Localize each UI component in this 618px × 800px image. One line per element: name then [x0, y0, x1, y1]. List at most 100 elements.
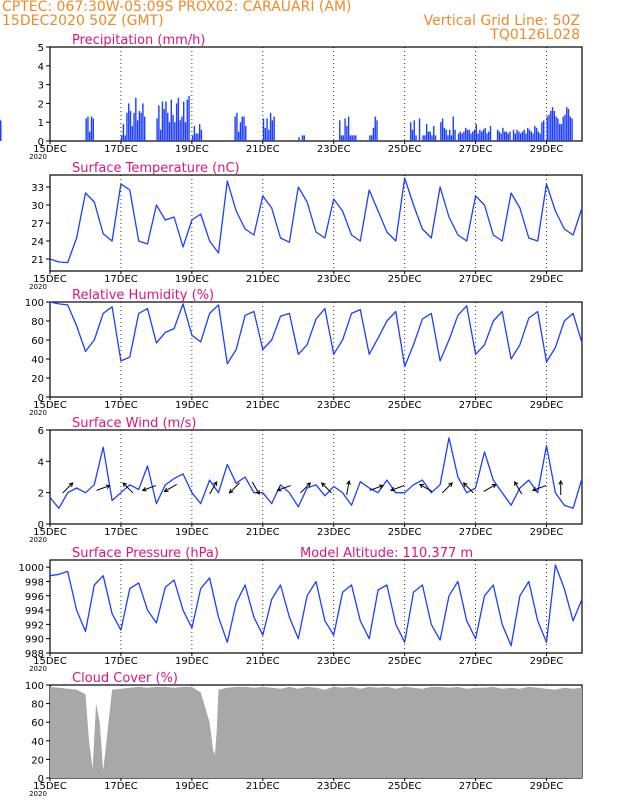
precip-bar [120, 135, 123, 141]
precip-bar [236, 112, 238, 141]
wind-arrow-head [346, 480, 351, 486]
y-tick-label: 998 [25, 577, 44, 588]
x-tick-label: 21DEC [246, 144, 280, 155]
precip-bar [92, 118, 94, 141]
precip-bar [422, 135, 424, 141]
panel-frame [49, 559, 583, 654]
wind-arrow-head [306, 482, 312, 487]
precip-bar [264, 127, 266, 141]
y-tick-label: 5 [38, 43, 44, 54]
y-tick-label: 21 [31, 255, 44, 266]
precip-bar [186, 99, 188, 141]
y-tick-label: 0 [38, 137, 44, 148]
wind-arrow-head [212, 481, 218, 486]
panel-frame [49, 429, 583, 525]
precip-bar [514, 133, 517, 141]
precip-bar [434, 135, 437, 141]
series-line [49, 301, 583, 368]
precip-bar [413, 120, 415, 141]
x-tick-label: 17DEC [104, 400, 138, 411]
wind-arrow-head [228, 488, 234, 494]
x-tick-label: 23DEC [317, 527, 351, 538]
precip-bar [502, 127, 504, 141]
precip-bar [449, 129, 451, 141]
wind-arrow-head [276, 487, 282, 492]
precip-bar [172, 114, 174, 141]
precip-bar [0, 120, 2, 141]
x-tick-label: 21DEC [246, 781, 280, 792]
precip-bar [346, 125, 348, 141]
precip-bar [534, 125, 536, 141]
wind-arrow-head [462, 482, 468, 487]
precip-bar [193, 125, 196, 141]
precip-bar [156, 118, 158, 141]
wind-arrow [390, 485, 405, 491]
precip-bar [355, 135, 357, 141]
precip-bar [245, 125, 247, 141]
wind-arrow-head [448, 482, 453, 487]
precip-bar [535, 127, 538, 141]
header-code: TQ0126L028 [490, 27, 580, 43]
precip-bar [262, 118, 265, 141]
wind-arrow-head [68, 482, 74, 487]
y-tick-label: 60 [31, 336, 44, 347]
precip-bar [188, 95, 190, 141]
precip-bar [179, 120, 181, 141]
y-tick-label: 2 [38, 99, 44, 110]
x-tick-label: 25DEC [388, 274, 422, 285]
x-tick-label: 15DEC [33, 527, 67, 538]
precip-bar [136, 120, 139, 141]
wind-arrow [62, 482, 74, 494]
wind-arrow-head [320, 482, 326, 487]
precip-bar [140, 112, 142, 141]
wind-arrow-head [105, 484, 111, 489]
y-tick-label: 3 [38, 81, 44, 92]
x-tick-label: 21DEC [246, 656, 280, 667]
precip-bar [90, 116, 93, 141]
y-tick-label: 1 [38, 118, 44, 129]
precip-bar [339, 120, 341, 141]
precip-bar [466, 129, 469, 141]
precip-bar [447, 135, 449, 141]
precip-bar [518, 131, 520, 141]
precip-bar [129, 110, 132, 141]
precip-bar [195, 133, 197, 141]
precip-bar [266, 118, 268, 141]
series-line [49, 177, 583, 264]
x-tick-label: 15DEC [33, 781, 67, 792]
panel-title: Relative Humidity (%) [72, 288, 214, 303]
precip-bar [431, 135, 433, 141]
precip-bar [158, 105, 160, 141]
precip-bar [234, 116, 236, 141]
precip-bar [122, 124, 125, 141]
precip-bar [177, 97, 180, 141]
precip-bar [425, 124, 428, 141]
x-tick-label: 29DEC [530, 656, 564, 667]
precip-bar [340, 135, 343, 141]
precip-bar [459, 131, 462, 141]
wind-arrow [514, 481, 523, 495]
precip-bar [489, 125, 492, 141]
precip-bar [159, 129, 162, 141]
y-tick-label: 6 [38, 426, 44, 437]
panel-annotation: Model Altitude: 110.377 m [300, 546, 473, 561]
wind-arrow [419, 484, 433, 492]
precip-bar [443, 127, 446, 141]
wind-arrow-head [163, 487, 169, 492]
series-line [49, 437, 583, 509]
wind-arrow-head [255, 490, 260, 495]
precip-bar [184, 122, 187, 141]
precip-bar [541, 122, 543, 141]
wind-arrow [321, 482, 332, 494]
precip-bar [477, 133, 479, 141]
wind-arrow-head [558, 479, 564, 485]
wind-arrow [229, 482, 240, 494]
x-tick-label: 19DEC [175, 400, 209, 411]
precip-bar [418, 118, 421, 141]
precip-bar [372, 127, 375, 141]
x-tick-label: 29DEC [530, 527, 564, 538]
precip-bar [463, 131, 465, 141]
precip-bar [464, 127, 467, 141]
precip-bar [519, 133, 522, 141]
wind-arrow-head [531, 487, 537, 492]
